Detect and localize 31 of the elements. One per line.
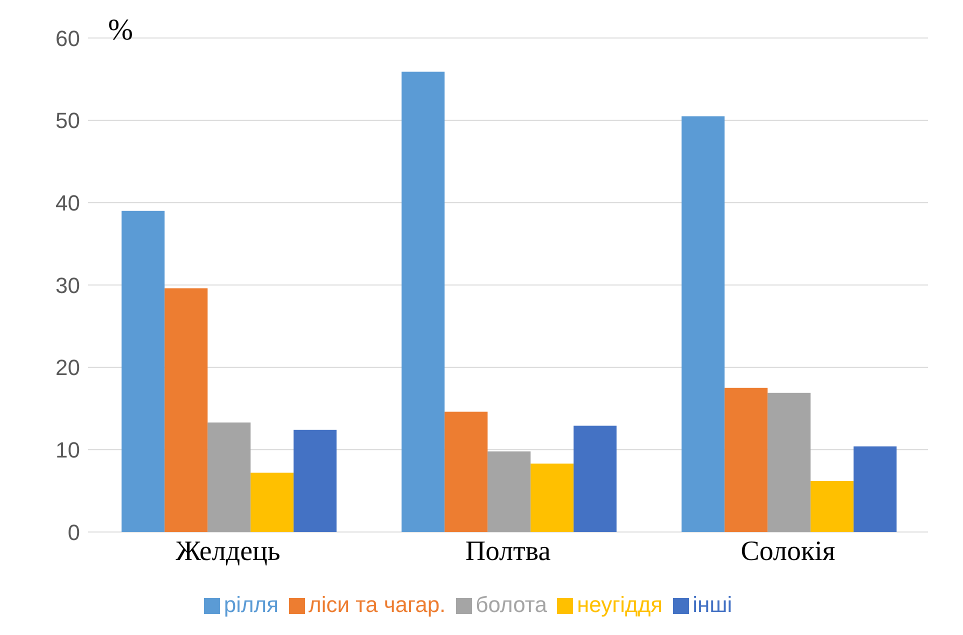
x-tick-label: Солокія: [740, 536, 836, 567]
bar: [488, 451, 531, 532]
legend-label: неугіддя: [576, 592, 663, 617]
bar: [164, 288, 208, 532]
legend-label: рілля: [224, 592, 279, 617]
x-tick-label: Полтва: [465, 536, 552, 567]
bar: [402, 72, 445, 532]
bar: [122, 210, 165, 532]
bar: [768, 392, 811, 532]
bar: [250, 472, 294, 532]
bar: [574, 426, 617, 532]
legend-label: ліси та чагар.: [308, 592, 446, 617]
y-tick-label: 10: [56, 437, 80, 462]
bar: [294, 430, 337, 532]
bar: [854, 446, 897, 532]
bar: [810, 480, 854, 532]
bar: [208, 422, 251, 532]
y-tick-label: 0: [68, 520, 80, 545]
bar: [530, 464, 574, 532]
y-tick-label: 50: [56, 108, 80, 134]
y-axis-title: %: [108, 13, 133, 46]
bar: [724, 388, 768, 532]
legend-label: інші: [692, 592, 732, 617]
bar: [444, 412, 488, 532]
y-tick-label: 60: [56, 26, 80, 51]
y-tick-label: 20: [56, 355, 80, 380]
legend-label: болота: [476, 592, 547, 617]
x-tick-label: Желдець: [176, 536, 280, 567]
bar: [682, 116, 725, 532]
y-tick-label: 30: [56, 272, 80, 298]
y-tick-label: 40: [56, 190, 80, 216]
